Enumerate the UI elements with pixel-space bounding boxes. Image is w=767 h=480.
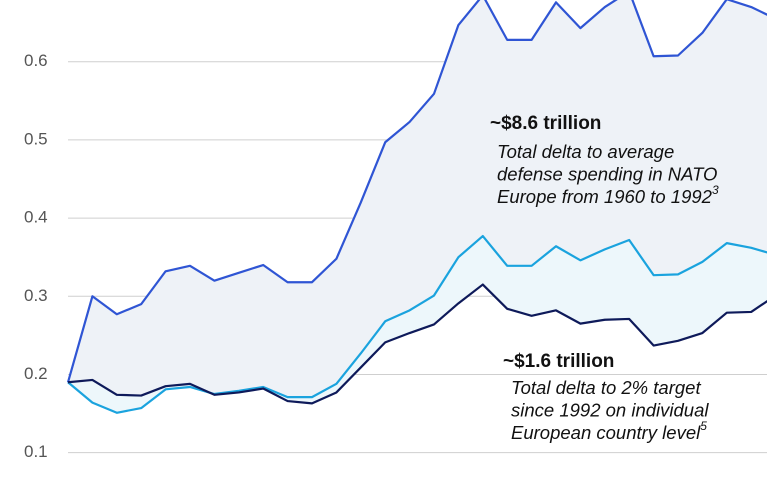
annotation-text: since 1992 on individual [511,399,709,420]
superscript: 5 [700,419,707,433]
y-tick-label: 0.3 [24,286,48,305]
annotation-line: Total delta to 2% target [511,377,701,398]
superscript: 3 [712,183,719,197]
annotation-text: Europe from 1960 to 19923 [497,183,719,207]
annotation-line: European country level [511,422,701,443]
annotation-line: defense spending in NATO [497,163,717,184]
annotation-text: Total delta to average [497,141,674,162]
annotation-title: ~$1.6 trillion [503,351,614,372]
annotation-text: European country level5 [511,419,707,443]
annotation-text: defense spending in NATO [497,163,717,184]
annotation-text: Total delta to 2% target [511,377,701,398]
annotation-line: Europe from 1960 to 1992 [497,186,713,207]
areas [68,0,767,413]
line [66,0,767,383]
y-tick-label: 0.2 [24,364,48,383]
area [68,236,767,413]
line [67,283,767,405]
y-tick-label: 0.4 [24,208,48,227]
annotation-title: ~$8.6 trillion [490,113,601,134]
y-tick-label: 0.6 [24,51,48,70]
y-tick-label: 0.1 [24,442,48,461]
line [67,234,767,414]
annotation-line: Total delta to average [497,141,674,162]
y-tick-label: 0.5 [24,129,48,148]
annotation-line: since 1992 on individual [511,399,709,420]
area [68,0,767,413]
